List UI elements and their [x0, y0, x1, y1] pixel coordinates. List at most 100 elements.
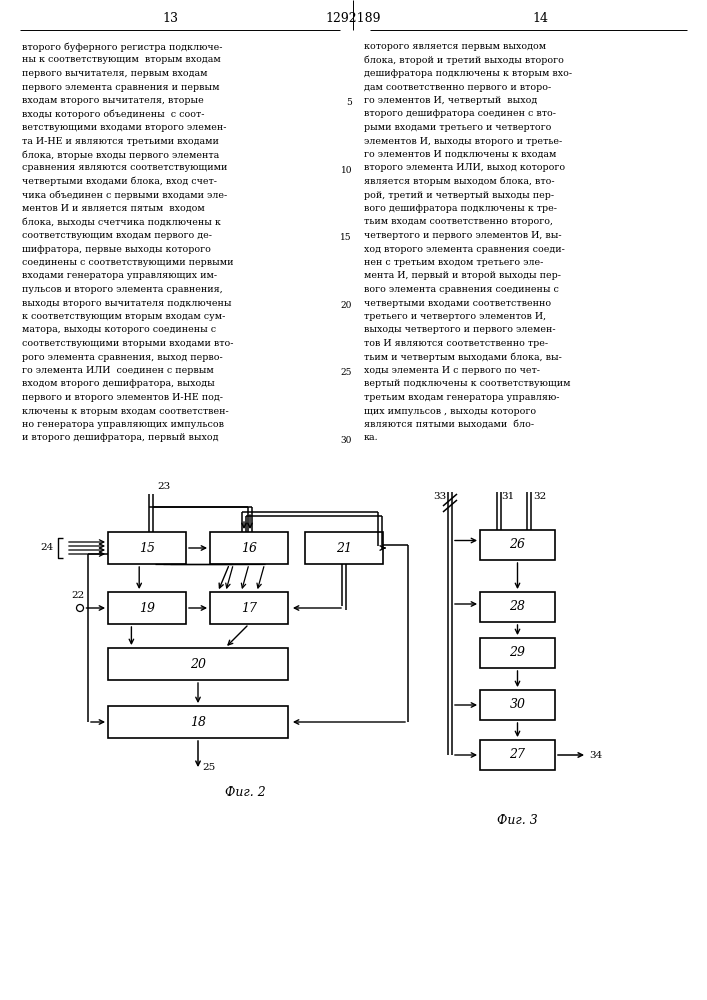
- Text: блока, вторые входы первого элемента: блока, вторые входы первого элемента: [22, 150, 219, 159]
- Text: Фиг. 2: Фиг. 2: [225, 786, 266, 800]
- Text: 24: 24: [41, 544, 54, 552]
- Text: входам второго вычитателя, вторые: входам второго вычитателя, вторые: [22, 96, 204, 105]
- Text: мента И, первый и второй выходы пер-: мента И, первый и второй выходы пер-: [364, 271, 561, 280]
- Text: входами генератора управляющих им-: входами генератора управляющих им-: [22, 271, 217, 280]
- Text: элементов И, выходы второго и третье-: элементов И, выходы второго и третье-: [364, 136, 562, 145]
- Text: выходы второго вычитателя подключены: выходы второго вычитателя подключены: [22, 298, 231, 308]
- Text: рой, третий и четвертый выходы пер-: рой, третий и четвертый выходы пер-: [364, 190, 554, 200]
- Text: ветствующими входами второго элемен-: ветствующими входами второго элемен-: [22, 123, 226, 132]
- Bar: [210, 592, 288, 624]
- Text: вертый подключены к соответствующим: вертый подключены к соответствующим: [364, 379, 571, 388]
- Text: ключены к вторым входам соответствен-: ключены к вторым входам соответствен-: [22, 406, 229, 416]
- Text: первого вычитателя, первым входам: первого вычитателя, первым входам: [22, 69, 207, 78]
- Text: 10: 10: [341, 166, 352, 175]
- Text: нен с третьим входом третьего эле-: нен с третьим входом третьего эле-: [364, 258, 544, 267]
- Text: дешифратора подключены к вторым вхо-: дешифратора подключены к вторым вхо-: [364, 69, 572, 78]
- Text: вого дешифратора подключены к тре-: вого дешифратора подключены к тре-: [364, 204, 557, 213]
- Text: соответствующим входам первого де-: соответствующим входам первого де-: [22, 231, 212, 240]
- Text: та И-НЕ и являются третьими входами: та И-НЕ и являются третьими входами: [22, 136, 219, 145]
- Text: рого элемента сравнения, выход перво-: рого элемента сравнения, выход перво-: [22, 353, 223, 361]
- Text: третьего и четвертого элементов И,: третьего и четвертого элементов И,: [364, 312, 546, 321]
- Text: четвертого и первого элементов И, вы-: четвертого и первого элементов И, вы-: [364, 231, 561, 240]
- Text: третьим входам генератора управляю-: третьим входам генератора управляю-: [364, 393, 559, 402]
- Text: 20: 20: [341, 301, 352, 310]
- Bar: [480, 690, 555, 720]
- Text: 32: 32: [534, 492, 547, 501]
- Text: первого элемента сравнения и первым: первого элемента сравнения и первым: [22, 83, 219, 92]
- Text: второго элемента ИЛИ, выход которого: второго элемента ИЛИ, выход которого: [364, 163, 565, 172]
- Bar: [480, 638, 555, 668]
- Text: го элементов И, четвертый  выход: го элементов И, четвертый выход: [364, 96, 537, 105]
- Bar: [108, 532, 186, 564]
- Text: 26: 26: [510, 538, 525, 552]
- Text: 15: 15: [340, 233, 352, 242]
- Text: четвертыми входами блока, вход счет-: четвертыми входами блока, вход счет-: [22, 177, 217, 186]
- Text: и второго дешифратора, первый выход: и второго дешифратора, первый выход: [22, 434, 218, 442]
- Text: тьим входам соответственно второго,: тьим входам соответственно второго,: [364, 218, 553, 227]
- Text: ны к соответствующим  вторым входам: ны к соответствующим вторым входам: [22, 55, 221, 64]
- Text: 22: 22: [71, 591, 85, 600]
- Text: дам соответственно первого и второ-: дам соответственно первого и второ-: [364, 83, 551, 92]
- Text: 28: 28: [510, 600, 525, 613]
- Text: 30: 30: [341, 436, 352, 445]
- Text: ментов И и является пятым  входом: ментов И и является пятым входом: [22, 204, 205, 213]
- Text: Фиг. 3: Фиг. 3: [497, 814, 538, 826]
- Text: второго дешифратора соединен с вто-: второго дешифратора соединен с вто-: [364, 109, 556, 118]
- Text: которого является первым выходом: которого является первым выходом: [364, 42, 546, 51]
- Text: 30: 30: [510, 698, 525, 712]
- Bar: [305, 532, 383, 564]
- Text: го элементов И подключены к входам: го элементов И подключены к входам: [364, 150, 556, 159]
- Text: 14: 14: [532, 11, 548, 24]
- Text: 1292189: 1292189: [325, 11, 381, 24]
- Text: 34: 34: [589, 750, 602, 760]
- Text: пульсов и второго элемента сравнения,: пульсов и второго элемента сравнения,: [22, 285, 223, 294]
- Text: чика объединен с первыми входами эле-: чика объединен с первыми входами эле-: [22, 190, 227, 200]
- Text: соответствующими вторыми входами вто-: соответствующими вторыми входами вто-: [22, 339, 233, 348]
- Text: к соответствующим вторым входам сум-: к соответствующим вторым входам сум-: [22, 312, 226, 321]
- Text: входы которого объединены  с соот-: входы которого объединены с соот-: [22, 109, 204, 119]
- Text: щих импульсов , выходы которого: щих импульсов , выходы которого: [364, 406, 536, 416]
- Text: 25: 25: [202, 764, 215, 772]
- Text: входом второго дешифратора, выходы: входом второго дешифратора, выходы: [22, 379, 215, 388]
- Text: ка.: ка.: [364, 434, 379, 442]
- Text: является вторым выходом блока, вто-: является вторым выходом блока, вто-: [364, 177, 554, 186]
- Bar: [108, 706, 288, 738]
- Text: 15: 15: [139, 542, 155, 554]
- Text: второго буферного регистра подключе-: второго буферного регистра подключе-: [22, 42, 223, 51]
- Text: 33: 33: [433, 492, 446, 501]
- Text: 18: 18: [190, 716, 206, 728]
- Bar: [480, 592, 555, 622]
- Bar: [480, 530, 555, 560]
- Bar: [480, 740, 555, 770]
- Text: 29: 29: [510, 647, 525, 660]
- Text: 21: 21: [336, 542, 352, 554]
- Text: ходы элемента И с первого по чет-: ходы элемента И с первого по чет-: [364, 366, 540, 375]
- Text: блока, второй и третий выходы второго: блока, второй и третий выходы второго: [364, 55, 564, 65]
- Text: но генератора управляющих импульсов: но генератора управляющих импульсов: [22, 420, 224, 429]
- Text: выходы четвертого и первого элемен-: выходы четвертого и первого элемен-: [364, 326, 556, 334]
- Text: сравнения являются соответствующими: сравнения являются соответствующими: [22, 163, 228, 172]
- Text: тьим и четвертым выходами блока, вы-: тьим и четвертым выходами блока, вы-: [364, 353, 562, 362]
- Text: рыми входами третьего и четвертого: рыми входами третьего и четвертого: [364, 123, 551, 132]
- Text: ход второго элемента сравнения соеди-: ход второго элемента сравнения соеди-: [364, 244, 565, 253]
- Text: первого и второго элементов И-НЕ под-: первого и второго элементов И-НЕ под-: [22, 393, 223, 402]
- Bar: [210, 532, 288, 564]
- Text: 17: 17: [241, 601, 257, 614]
- Text: 25: 25: [341, 368, 352, 377]
- Text: матора, выходы которого соединены с: матора, выходы которого соединены с: [22, 326, 216, 334]
- Bar: [108, 648, 288, 680]
- Text: 13: 13: [162, 11, 178, 24]
- Bar: [108, 592, 186, 624]
- Text: вого элемента сравнения соединены с: вого элемента сравнения соединены с: [364, 285, 559, 294]
- Text: шифратора, первые выходы которого: шифратора, первые выходы которого: [22, 244, 211, 253]
- Text: 27: 27: [510, 748, 525, 762]
- Text: 23: 23: [157, 482, 170, 491]
- Text: четвертыми входами соответственно: четвертыми входами соответственно: [364, 298, 551, 308]
- Text: 16: 16: [241, 542, 257, 554]
- Text: тов И являются соответственно тре-: тов И являются соответственно тре-: [364, 339, 548, 348]
- Text: 19: 19: [139, 601, 155, 614]
- Text: 31: 31: [502, 492, 515, 501]
- Text: 20: 20: [190, 658, 206, 670]
- Text: соединены с соответствующими первыми: соединены с соответствующими первыми: [22, 258, 233, 267]
- Text: 5: 5: [346, 98, 352, 107]
